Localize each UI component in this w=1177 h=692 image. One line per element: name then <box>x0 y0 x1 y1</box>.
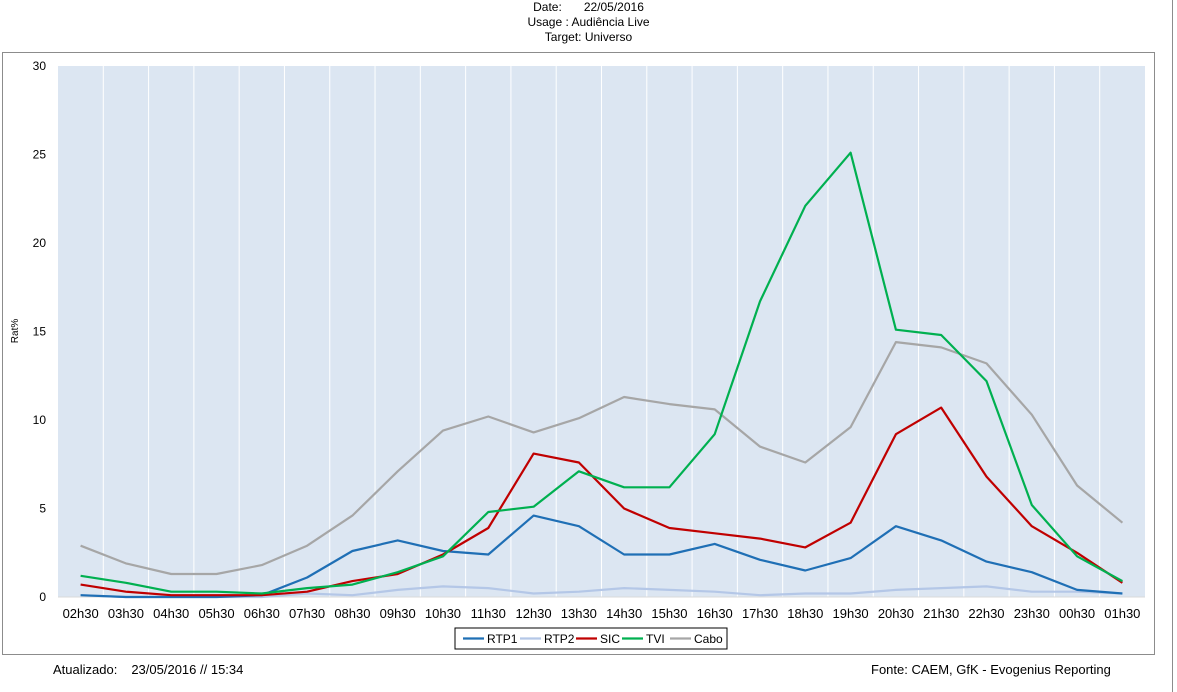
date-value: 22/05/2016 <box>583 0 644 14</box>
header-date: Date: 22/05/2016 <box>0 0 1177 15</box>
x-tick-label: 19h30 <box>833 606 869 621</box>
footer-updated: Atualizado: 23/05/2016 // 15:34 <box>53 662 243 677</box>
footer-source: Fonte: CAEM, GfK - Evogenius Reporting <box>871 662 1111 677</box>
x-tick-label: 01h30 <box>1104 606 1140 621</box>
header-target: Target: Universo <box>0 30 1177 45</box>
x-tick-label: 13h30 <box>561 606 597 621</box>
x-tick-label: 23h30 <box>1014 606 1050 621</box>
header-usage: Usage : Audiência Live <box>0 15 1177 30</box>
y-axis-title: Rat% <box>10 319 21 344</box>
x-tick-label: 10h30 <box>425 606 461 621</box>
window-edge <box>1172 0 1173 692</box>
x-tick-label: 06h30 <box>244 606 280 621</box>
x-tick-label: 21h30 <box>923 606 959 621</box>
updated-value: 23/05/2016 // 15:34 <box>131 662 244 677</box>
chart-frame <box>2 52 1155 655</box>
x-tick-label: 05h30 <box>198 606 234 621</box>
legend-label: RTP1 <box>487 632 518 646</box>
x-tick-label: 04h30 <box>153 606 189 621</box>
y-tick-label: 20 <box>33 236 47 250</box>
x-tick-label: 00h30 <box>1059 606 1095 621</box>
y-tick-label: 15 <box>33 325 47 339</box>
series-line-cabo <box>80 341 1124 576</box>
date-label: Date: <box>533 0 562 14</box>
x-tick-label: 14h30 <box>606 606 642 621</box>
x-tick-label: 16h30 <box>697 606 733 621</box>
x-tick-label: 07h30 <box>289 606 325 621</box>
y-tick-label: 30 <box>33 59 47 73</box>
target-value: Universo <box>584 30 633 44</box>
x-tick-label: 12h30 <box>515 606 551 621</box>
x-tick-label: 03h30 <box>108 606 144 621</box>
x-tick-label: 18h30 <box>787 606 823 621</box>
series-line-rtp2 <box>80 585 1123 599</box>
legend-label: RTP2 <box>544 632 575 646</box>
x-tick-label: 11h30 <box>471 606 506 621</box>
x-tick-label: 20h30 <box>878 606 914 621</box>
usage-label: Usage : <box>527 15 569 29</box>
x-tick-label: 09h30 <box>380 606 416 621</box>
target-label: Target: <box>544 30 582 44</box>
y-tick-label: 0 <box>39 590 46 604</box>
updated-label: Atualizado: <box>53 662 118 677</box>
x-tick-label: 08h30 <box>334 606 370 621</box>
series-line-sic <box>80 406 1124 597</box>
x-tick-label: 15h30 <box>651 606 687 621</box>
legend-label: SIC <box>600 632 620 646</box>
x-tick-label: 02h30 <box>63 606 99 621</box>
legend-label: Cabo <box>694 632 723 646</box>
y-tick-label: 10 <box>33 413 47 427</box>
x-tick-label: 17h30 <box>742 606 778 621</box>
y-tick-label: 5 <box>39 502 46 516</box>
legend-label: TVI <box>646 632 665 646</box>
x-tick-label: 22h30 <box>968 606 1004 621</box>
usage-value: Audiência Live <box>571 15 650 29</box>
y-tick-label: 25 <box>33 148 47 162</box>
series-line-tvi <box>80 151 1123 595</box>
